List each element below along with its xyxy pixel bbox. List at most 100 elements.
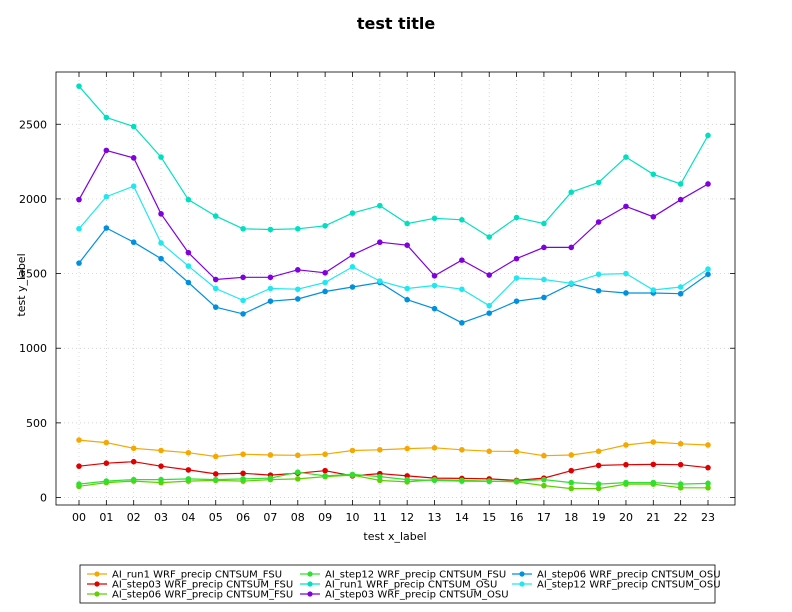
data-point	[513, 255, 520, 262]
x-tick-label: 13	[428, 511, 442, 524]
legend-box	[79, 564, 716, 604]
data-point	[103, 147, 110, 154]
data-point	[486, 234, 493, 240]
x-tick-label: 07	[263, 511, 277, 524]
chart-title: test title	[357, 14, 436, 33]
data-point	[349, 471, 356, 478]
data-point	[76, 481, 82, 487]
data-point	[294, 476, 301, 482]
series-line	[78, 85, 709, 238]
data-point	[568, 189, 575, 195]
data-point	[705, 464, 711, 471]
data-point	[677, 181, 684, 187]
data-point	[404, 220, 410, 227]
data-point	[212, 304, 219, 310]
data-point	[267, 452, 274, 458]
legend-item: AI_step06 WRF_precip CNTSUM_OSU	[512, 570, 721, 581]
data-point	[513, 214, 520, 221]
data-point	[322, 222, 328, 229]
x-tick-label: 16	[510, 511, 524, 524]
data-point	[185, 476, 192, 482]
data-point	[158, 476, 164, 483]
data-point	[130, 155, 137, 161]
data-point	[595, 287, 602, 294]
y-tick-label: 500	[26, 417, 47, 430]
y-tick-label: 1000	[19, 342, 47, 355]
data-point	[513, 478, 520, 484]
data-point	[158, 463, 164, 469]
x-tick-label: 21	[646, 511, 660, 524]
series-7	[76, 225, 711, 326]
data-point	[513, 298, 520, 304]
x-axis-label: test x_label	[363, 530, 426, 543]
data-point	[76, 437, 82, 443]
data-point	[541, 244, 547, 251]
data-point	[568, 280, 575, 287]
data-point	[568, 244, 575, 251]
series-5	[76, 83, 711, 240]
series-layer	[76, 83, 711, 492]
data-point	[705, 266, 711, 272]
data-point	[623, 154, 629, 160]
x-tick-label: 11	[373, 511, 387, 524]
data-point	[240, 451, 246, 458]
data-point	[377, 202, 383, 209]
data-point	[431, 282, 438, 289]
data-point	[623, 203, 629, 210]
data-point	[677, 461, 684, 468]
legend-item: AI_step03 WRF_precip CNTSUM_FSU	[87, 580, 293, 591]
legend-label: AI_step12 WRF_precip CNTSUM_FSU	[325, 570, 506, 581]
data-point	[212, 476, 219, 483]
series-line	[78, 474, 708, 490]
data-point	[294, 267, 301, 273]
data-point	[294, 296, 301, 302]
legend-swatch-marker	[94, 581, 100, 587]
series-6	[76, 147, 711, 283]
data-point	[677, 196, 684, 203]
series-line	[78, 227, 709, 324]
data-point	[130, 476, 137, 483]
data-point	[459, 217, 465, 223]
data-point	[431, 445, 438, 451]
data-point	[212, 285, 219, 292]
data-point	[404, 285, 410, 292]
data-point	[404, 476, 410, 483]
series-8	[76, 183, 711, 309]
data-point	[486, 272, 493, 278]
x-axis: 00 01 02 03 04 05 06 07 08 09 10 11 12 13 14 15 16 17 18 19…	[72, 72, 715, 524]
data-point	[513, 275, 520, 281]
data-point	[240, 274, 246, 281]
data-point	[623, 290, 629, 296]
data-point	[705, 132, 711, 139]
grid	[56, 72, 735, 505]
series-line	[78, 149, 709, 281]
data-point	[705, 480, 711, 487]
data-point	[677, 284, 684, 290]
legend-label: AI_step03 WRF_precip CNTSUM_OSU	[325, 590, 509, 601]
data-point	[322, 288, 328, 295]
series-1	[76, 437, 711, 460]
data-point	[322, 467, 328, 474]
data-point	[677, 481, 684, 487]
y-tick-label: 2000	[19, 193, 47, 206]
data-point	[377, 239, 383, 246]
data-point	[459, 478, 465, 484]
data-point	[623, 442, 629, 448]
legend-item: AI_step12 WRF_precip CNTSUM_OSU	[512, 580, 721, 591]
data-point	[267, 274, 274, 281]
data-point	[541, 294, 547, 301]
x-tick-label: 14	[455, 511, 469, 524]
data-point	[623, 270, 629, 277]
x-tick-label: 22	[674, 511, 688, 524]
legend-item: AI_step06 WRF_precip CNTSUM_FSU	[87, 590, 293, 601]
data-point	[595, 179, 602, 186]
data-point	[377, 278, 383, 284]
data-point	[158, 211, 164, 217]
series-line	[78, 461, 709, 482]
data-point	[513, 448, 520, 455]
data-point	[185, 449, 192, 456]
data-point	[103, 478, 110, 484]
data-point	[459, 257, 465, 263]
data-point	[705, 181, 711, 187]
